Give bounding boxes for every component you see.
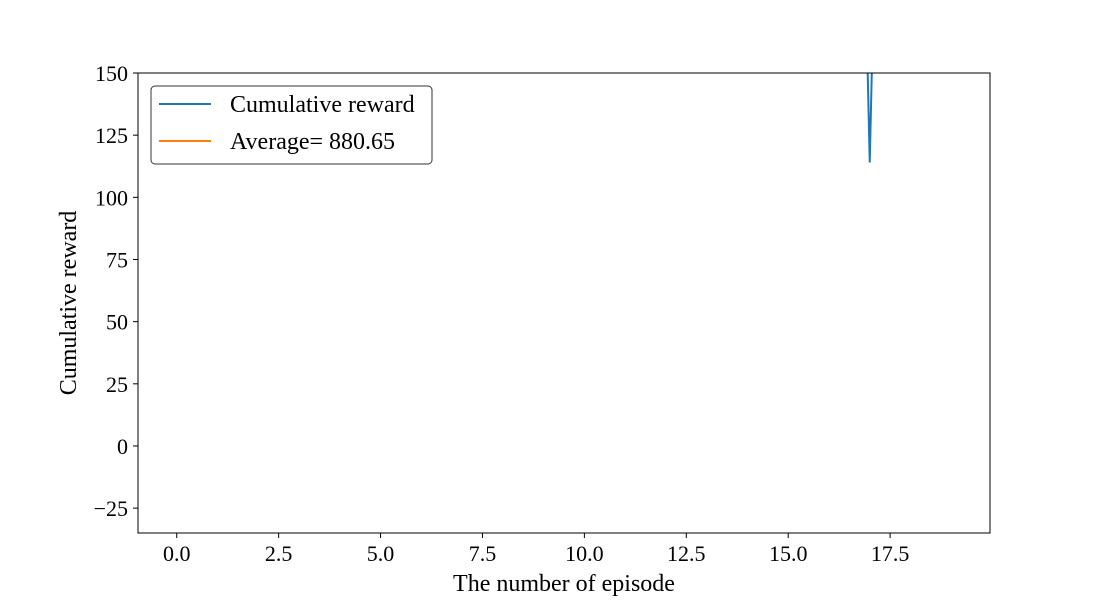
x-axis-ticks: 0.0 2.5 5.0 7.5 10.0 12.5 15.0 17.5 [163,533,909,566]
y-tick-label: 50 [106,310,128,335]
y-tick-label: 125 [95,123,128,148]
plot-frame [137,72,991,534]
y-tick-label: 150 [95,61,128,86]
x-tick-label: 0.0 [163,541,191,566]
legend-box [150,85,433,165]
x-axis-label: The number of episode [453,571,675,597]
x-tick-label: 7.5 [469,541,497,566]
legend-label-average: Average= 880.65 [230,129,395,155]
legend-label-cumulative-reward: Cumulative reward [230,92,415,118]
y-tick-label: 0 [117,434,128,459]
x-tick-label: 15.0 [769,541,808,566]
y-tick-label: 100 [95,185,128,210]
x-tick-label: 12.5 [667,541,706,566]
legend: Cumulative reward Average= 880.65 [150,85,433,165]
series-line-0 [866,73,873,163]
y-axis-label: Cumulative reward [56,211,82,396]
x-tick-label: 10.0 [565,541,604,566]
series-layer [866,73,873,163]
x-tick-label: 2.5 [265,541,293,566]
y-tick-label: −25 [94,496,128,521]
x-tick-label: 5.0 [367,541,395,566]
y-axis-ticks: −25 0 25 50 75 100 125 150 [94,61,138,521]
y-tick-label: 25 [106,372,128,397]
y-tick-label: 75 [106,247,128,272]
x-tick-label: 17.5 [871,541,910,566]
